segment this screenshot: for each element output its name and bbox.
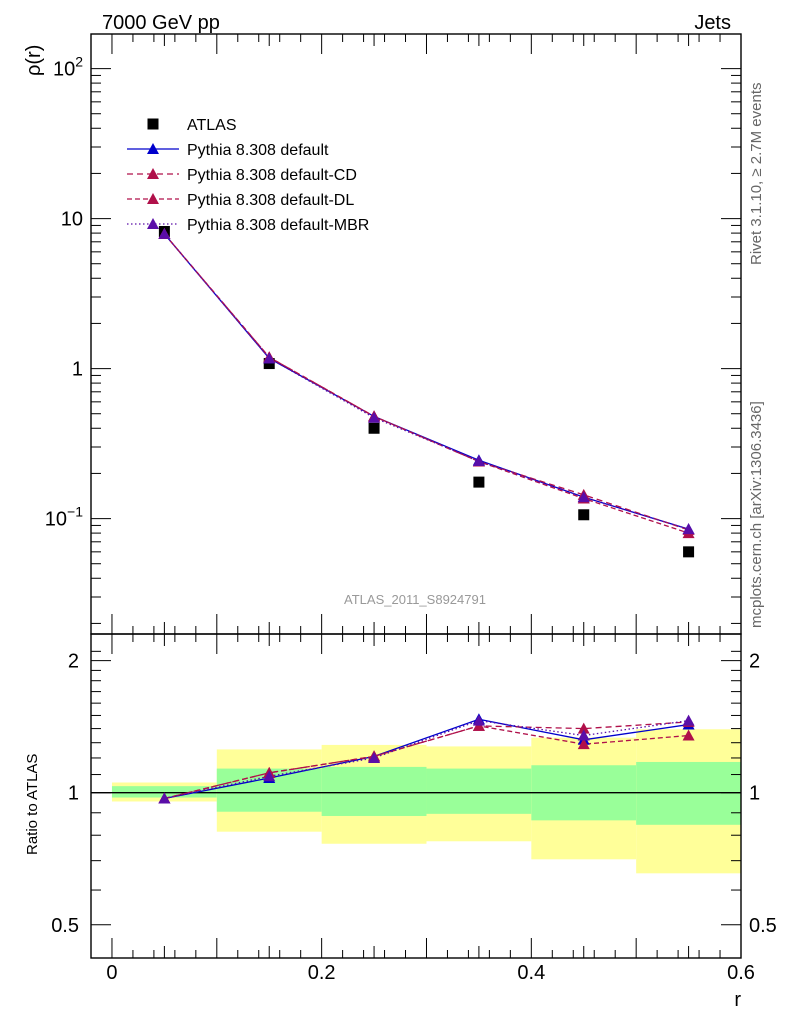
- main-marker-mbr: [472, 454, 485, 466]
- legend-marker-dl: [147, 193, 159, 204]
- main-line-cd: [163, 233, 689, 531]
- ratio-marker-dl: [682, 729, 695, 741]
- legend-marker-atlas: [147, 118, 159, 130]
- atlas-point: [683, 546, 695, 558]
- legend-marker-cd: [147, 168, 159, 179]
- header-left-label: 7000 GeV pp: [102, 12, 220, 34]
- main-y-tick-label: 10: [61, 209, 83, 231]
- main-marker-mbr: [263, 352, 276, 364]
- x-axis-label: r: [734, 989, 741, 1011]
- ratio-marker-cd: [577, 722, 590, 734]
- main-line-dl: [163, 233, 689, 534]
- legend-marker-mbr: [147, 218, 159, 229]
- main-y-tick-label: 1: [72, 359, 83, 381]
- main-y-tick-label: 10−1: [45, 504, 83, 531]
- mcplots-side-label: mcplots.cern.ch [arXiv:1306.3436]: [748, 401, 765, 628]
- ratio-band-green-3: [426, 768, 532, 814]
- ratio-line-dl: [164, 725, 689, 800]
- main-y-tick-exponent: −1: [67, 504, 83, 520]
- ratio-y-tick-label-right: 1: [749, 783, 760, 805]
- ratio-y-tick-label-right: 0.5: [749, 915, 777, 937]
- main-y-axis-label: ρ(r): [23, 45, 45, 76]
- main-marker-mbr: [368, 411, 381, 423]
- legend-label: Pythia 8.308 default-MBR: [187, 217, 369, 234]
- ratio-band-green-2: [321, 766, 427, 816]
- ratio-marker-mbr: [368, 751, 381, 763]
- ratio-marker-dl: [577, 738, 590, 750]
- ratio-marker-mbr: [577, 729, 590, 741]
- main-marker-mbr: [158, 227, 171, 239]
- x-tick-label: 0.4: [517, 962, 545, 984]
- x-tick-label: 0: [106, 962, 117, 984]
- ratio-marker-mbr: [263, 770, 276, 782]
- main-marker-mbr: [682, 523, 695, 535]
- atlas-point: [578, 509, 590, 521]
- ratio-marker-mbr: [158, 792, 171, 804]
- ratio-marker-mbr: [682, 714, 695, 726]
- x-tick-label: 0.2: [308, 962, 336, 984]
- atlas-point: [368, 422, 380, 434]
- main-line-mbr: [163, 233, 689, 530]
- ratio-line-default: [164, 718, 689, 800]
- header-right-label: Jets: [694, 12, 731, 34]
- main-line-default: [163, 233, 689, 530]
- atlas-point: [263, 358, 275, 370]
- ratio-line-mbr: [164, 719, 689, 800]
- analysis-watermark: ATLAS_2011_S8924791: [344, 592, 486, 607]
- legend-label: Pythia 8.308 default-CD: [187, 167, 357, 184]
- rivet-side-label: Rivet 3.1.10, ≥ 2.7M events: [748, 83, 765, 266]
- legend-marker-default: [147, 143, 159, 154]
- main-marker-mbr: [577, 491, 590, 503]
- ratio-plot-frame: [90, 633, 742, 959]
- ratio-y-tick-label-left: 1: [68, 783, 79, 805]
- atlas-point: [473, 476, 485, 488]
- ratio-band-green-5: [636, 761, 741, 825]
- main-y-tick-label: 102: [53, 54, 83, 81]
- x-tick-label: 0.6: [727, 962, 755, 984]
- ratio-y-tick-label-left: 2: [68, 651, 79, 673]
- ratio-band-green-0: [111, 786, 217, 798]
- legend-label: Pythia 8.308 default-DL: [187, 192, 354, 209]
- ratio-y-tick-label-right: 2: [749, 651, 760, 673]
- ratio-line-cd: [164, 721, 689, 800]
- main-y-tick-exponent: 2: [75, 54, 83, 70]
- ratio-y-tick-label-left: 0.5: [51, 915, 79, 937]
- ratio-marker-mbr: [472, 714, 485, 726]
- legend-label: Pythia 8.308 default: [187, 142, 329, 159]
- ratio-y-axis-label: Ratio to ATLAS: [24, 754, 41, 855]
- legend-label: ATLAS: [187, 117, 237, 134]
